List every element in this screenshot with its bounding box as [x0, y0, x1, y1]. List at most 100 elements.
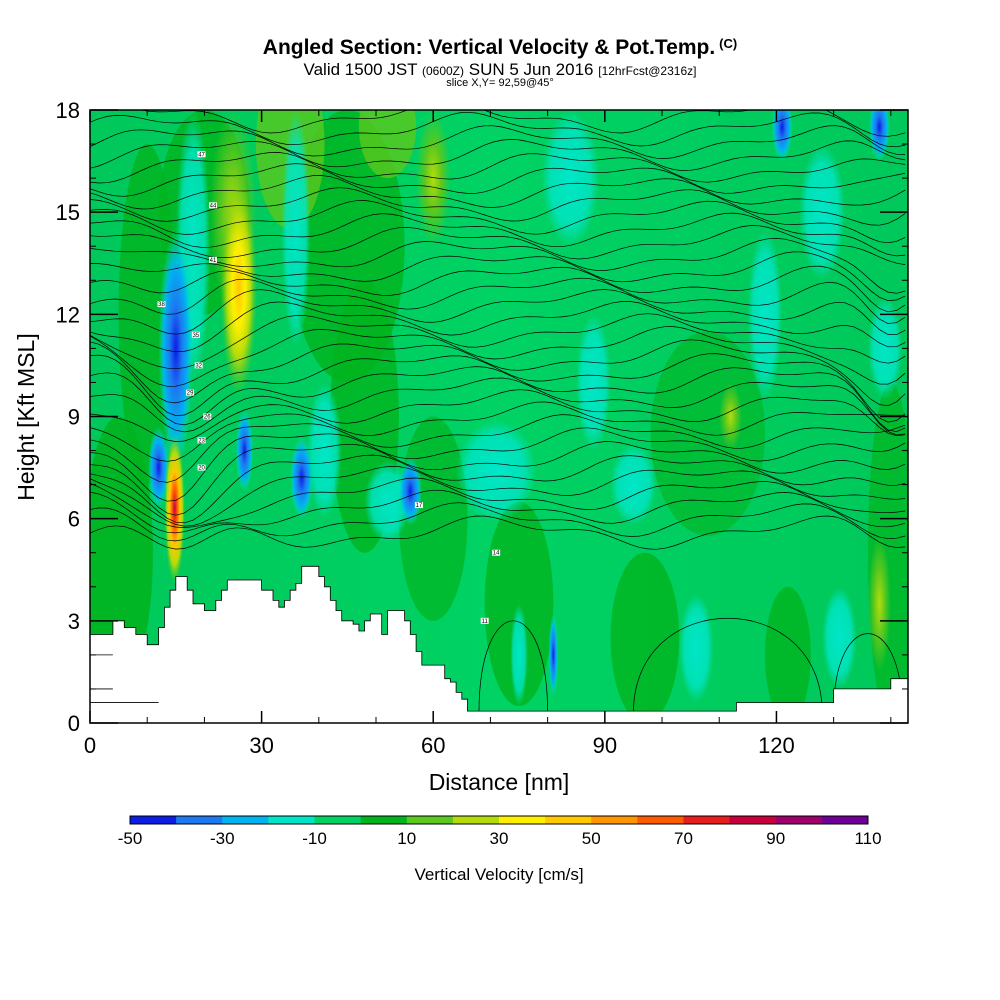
theta-contour	[90, 427, 906, 502]
theta-contour	[90, 251, 906, 301]
y-tick-label: 3	[68, 609, 80, 634]
colorbar-swatch	[360, 816, 408, 824]
theta-contour	[478, 620, 548, 713]
theta-contour	[139, 110, 906, 137]
velocity-cell	[747, 229, 783, 400]
theta-contour	[90, 265, 906, 313]
valid-date: SUN 5 Jun 2016	[468, 60, 594, 79]
theta-contour	[90, 353, 906, 423]
theta-contour	[90, 313, 906, 370]
title-main: Angled Section: Vertical Velocity & Pot.…	[262, 36, 716, 59]
y-tick-label: 18	[56, 98, 80, 123]
chart-title: Angled Section: Vertical Velocity & Pot.…	[0, 36, 1000, 60]
velocity-cell	[679, 593, 714, 703]
theta-contour	[90, 515, 906, 550]
contour-label: 47	[198, 152, 205, 158]
velocity-cell	[719, 382, 743, 451]
y-axis-label: Height [Kft MSL]	[13, 333, 39, 500]
theta-contour	[90, 301, 906, 353]
colorbar-swatch	[545, 816, 592, 824]
colorbar-swatch	[591, 816, 638, 824]
contour-label-bg	[197, 437, 206, 444]
contour-label-bg	[191, 331, 200, 338]
contour-label: 26	[204, 415, 211, 421]
colorbar-tick-label: 70	[674, 829, 693, 848]
contour-label: 11	[482, 619, 489, 625]
contour-label-bg	[197, 151, 206, 158]
contour-label: 35	[192, 333, 199, 339]
velocity-cell	[148, 426, 169, 509]
contour-label: 38	[158, 302, 165, 308]
theta-contour	[90, 326, 906, 387]
colorbar-swatch	[452, 816, 500, 824]
theta-contour	[90, 225, 906, 265]
theta-contour	[90, 466, 906, 527]
x-tick-label: 120	[758, 733, 795, 758]
theta-contour	[90, 163, 906, 197]
contour-label: 41	[210, 258, 217, 264]
velocity-field	[90, 110, 908, 723]
title-unit: (C)	[719, 36, 738, 51]
colorbar-tick-label: -10	[302, 829, 327, 848]
chart-subtitle: Valid 1500 JST (0600Z) SUN 5 Jun 2016 [1…	[0, 60, 1000, 80]
colorbar-swatch	[683, 816, 731, 824]
terrain	[90, 565, 908, 723]
colorbar-swatch	[821, 816, 869, 824]
theta-contour	[90, 414, 906, 483]
y-tick-label: 12	[56, 302, 80, 327]
colorbar-tick-label: 10	[397, 829, 416, 848]
theta-contour	[90, 212, 906, 257]
colorbar-swatch	[130, 816, 177, 824]
contour-label: 17	[416, 503, 423, 509]
contour-label-bg	[208, 202, 217, 209]
x-tick-label: 90	[593, 733, 617, 758]
x-tick-label: 0	[84, 733, 96, 758]
valid-prefix: Valid 1500 JST	[303, 60, 418, 79]
theta-contour	[90, 152, 906, 184]
theta-contour	[90, 366, 906, 432]
theta-contour	[90, 111, 906, 148]
theta-contour	[90, 187, 906, 226]
valid-utc: (0600Z)	[421, 64, 465, 78]
y-tick-label: 6	[68, 507, 80, 532]
y-tick-label: 9	[68, 405, 80, 430]
colorbar-frame	[129, 815, 869, 825]
theta-contour	[90, 289, 906, 336]
forecast-label: [12hrFcst@2316z]	[598, 64, 697, 78]
colorbar-swatch	[268, 816, 315, 824]
contour-label: 23	[198, 438, 205, 444]
theta-contour	[90, 277, 906, 324]
velocity-cell	[164, 433, 185, 584]
theta-contour	[833, 633, 903, 713]
colorbar-swatch	[406, 816, 454, 824]
theta-contour	[90, 339, 906, 407]
colorbar-tick-label: -30	[210, 829, 235, 848]
theta-contour	[90, 401, 906, 462]
velocity-cell	[610, 552, 680, 723]
contour-label-bg	[197, 464, 206, 471]
velocity-cell	[771, 110, 793, 162]
velocity-cell	[281, 110, 311, 349]
colorbar-tick-label: -50	[118, 829, 143, 848]
colorbar-swatch	[314, 816, 362, 824]
colorbar-swatch	[222, 816, 269, 824]
contour-label: 14	[493, 551, 500, 557]
contour-label-bg	[194, 362, 203, 369]
contour-label-bg	[208, 256, 217, 263]
x-tick-label: 60	[421, 733, 445, 758]
theta-contour	[90, 389, 906, 442]
velocity-cell	[290, 436, 314, 519]
colorbar-label: Vertical Velocity [cm/s]	[414, 865, 583, 884]
contour-label-bg	[492, 549, 501, 556]
theta-contour	[633, 618, 823, 713]
contour-label: 20	[198, 466, 205, 472]
velocity-cell	[364, 460, 411, 543]
velocity-cell	[416, 110, 451, 247]
contour-label: 29	[187, 391, 194, 397]
colorbar-swatch	[176, 816, 223, 824]
velocity-cell	[358, 110, 417, 179]
theta-contour	[90, 502, 906, 542]
velocity-cell	[307, 382, 342, 519]
plot-area: 47 44 41 38 35 32 29 26 23 20 17 14 11	[90, 110, 908, 723]
